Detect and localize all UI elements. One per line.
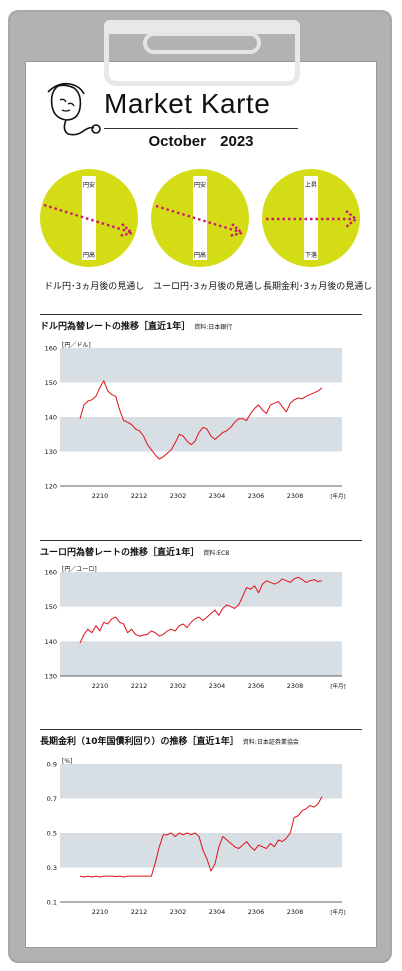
forecast-eurjpy-top: 円安 (194, 181, 206, 189)
forecast-yield-bottom: 下落 (305, 251, 317, 259)
forecast-eurjpy-bottom: 円高 (194, 251, 206, 259)
forecast-usdjpy-arrow (43, 203, 131, 234)
chart-usdjpy-band (60, 348, 342, 383)
forecast-usdjpy-top: 円安 (83, 181, 95, 189)
forecast-usdjpy-label: ドル円･3ヵ月後の見通し (44, 282, 145, 292)
chart-yield-xtick-label: 2302 (170, 908, 187, 916)
chart-usdjpy-band (60, 417, 342, 452)
chart-yield-ytick-label: 0.1 (47, 899, 57, 907)
clip-top (104, 20, 300, 34)
chart-usdjpy-xtick-label: 2212 (131, 492, 148, 500)
chart-eurjpy-ylabel: [円／ユーロ] (62, 566, 97, 573)
clip-body (104, 28, 300, 86)
chart-yield-xtick-label: 2212 (131, 908, 148, 916)
clip-hole (143, 32, 261, 54)
chart-eurjpy-title-text: ユーロ円為替レートの推移［直近1年］ (40, 548, 200, 558)
chart-usdjpy-xtick-label: 2302 (170, 492, 187, 500)
chart-yield-title: 長期金利（10年国債利回り）の推移［直近1年］ 資料:日本証券業協会 (40, 734, 299, 747)
chart-yield-xlabel: [年月] (330, 908, 345, 916)
forecast-yield-label: 長期金利･3ヵ月後の見通し (263, 282, 373, 292)
chart-usdjpy-source: 資料:日本銀行 (194, 324, 233, 331)
forecast-yield: 上昇 下落 (262, 169, 360, 267)
face-stethoscope-icon (47, 82, 101, 136)
chart-yield-xtick-label: 2210 (92, 908, 109, 916)
chart-eurjpy-xtick-label: 2308 (287, 682, 304, 690)
chart-eurjpy-ytick-label: 140 (45, 638, 57, 646)
chart-eurjpy-rule (40, 540, 362, 541)
title-rule (104, 128, 298, 129)
chart-yield-rule (40, 729, 362, 730)
chart-eurjpy-band (60, 641, 342, 676)
forecast-eurjpy: 円安 円高 (151, 169, 249, 267)
chart-usdjpy-xtick-label: 2306 (248, 492, 265, 500)
chart-yield-series-line (79, 796, 323, 878)
chart-eurjpy-xtick-label: 2210 (92, 682, 109, 690)
chart-eurjpy-xlabel: [年月] (330, 682, 345, 690)
forecast-panel: 円安 円高 円安 円高 上昇 下落 (40, 169, 360, 267)
issue-date: October 2023 (104, 133, 298, 150)
chart-yield-title-text: 長期金利（10年国債利回り）の推移［直近1年］ (40, 737, 239, 747)
chart-yield-source: 資料:日本証券業協会 (242, 739, 299, 746)
chart-eurjpy-band (60, 572, 342, 607)
forecast-eurjpy-arrow (155, 204, 241, 234)
chart-usdjpy-ytick-label: 120 (45, 483, 57, 491)
chart-eurjpy-xtick-label: 2212 (131, 682, 148, 690)
chart-yield-xtick-label: 2306 (248, 908, 265, 916)
issue-year: 2023 (220, 133, 254, 150)
chart-usdjpy-series-line (79, 380, 323, 460)
chart-yield-xtick-label: 2308 (287, 908, 304, 916)
chart-eurjpy-xtick-label: 2306 (248, 682, 265, 690)
forecast-eurjpy-bar (193, 176, 207, 260)
forecast-usdjpy-bar (82, 176, 96, 260)
chart-yield-ytick-label: 0.3 (47, 864, 57, 872)
forecast-usdjpy-bottom: 円高 (83, 251, 95, 259)
chart-eurjpy-xtick-label: 2302 (170, 682, 187, 690)
chart-usdjpy-xtick-label: 2210 (92, 492, 109, 500)
chart-usdjpy-xlabel: [年月] (330, 492, 345, 500)
chart-eurjpy-series-line (79, 576, 323, 644)
chart-usdjpy-ytick-label: 130 (45, 448, 57, 456)
chart-yield-ytick-label: 0.5 (47, 830, 57, 838)
chart-usdjpy-title-text: ドル円為替レートの推移［直近1年］ (40, 322, 191, 332)
issue-month: October (148, 133, 206, 150)
chart-usdjpy-ytick-label: 160 (45, 345, 57, 353)
chart-usdjpy-ytick-label: 140 (45, 414, 57, 422)
chart-eurjpy-source: 資料:ECB (203, 550, 230, 557)
chart-yield-band (60, 764, 342, 799)
chart-usdjpy-ytick-label: 150 (45, 379, 57, 387)
chart-yield: 0.9 0.7 0.5 0.3 0.1 [%] 2210 2212 2302 2304 2306 23… (47, 758, 346, 916)
forecast-yield-top: 上昇 (305, 181, 317, 189)
chart-eurjpy-ytick-label: 150 (45, 603, 57, 611)
page-title: Market Karte (104, 88, 271, 119)
chart-usdjpy: 160 150 140 130 120 [円／ドル] 2210 2212 2302 2304 230… (45, 342, 346, 500)
chart-yield-ylabel: [%] (62, 758, 72, 765)
chart-usdjpy-xtick-label: 2304 (209, 492, 226, 500)
chart-usdjpy-rule (40, 314, 362, 315)
chart-eurjpy-ytick-label: 160 (45, 569, 57, 577)
chart-eurjpy-title: ユーロ円為替レートの推移［直近1年］ 資料:ECB (40, 545, 229, 558)
chart-eurjpy-ytick-label: 130 (45, 673, 57, 681)
chart-eurjpy: 160 150 140 130 [円／ユーロ] 2210 2212 2302 2304 2306 2… (45, 566, 346, 690)
chart-yield-band (60, 833, 342, 868)
forecast-usdjpy: 円安 円高 (40, 169, 138, 267)
chart-yield-ytick-label: 0.9 (47, 761, 57, 769)
forecast-eurjpy-label: ユーロ円･3ヵ月後の見通し (153, 282, 263, 292)
chart-yield-ytick-label: 0.7 (47, 795, 57, 803)
chart-eurjpy-xtick-label: 2304 (209, 682, 226, 690)
chart-usdjpy-title: ドル円為替レートの推移［直近1年］ 資料:日本銀行 (40, 319, 232, 332)
chart-usdjpy-ylabel: [円／ドル] (62, 342, 91, 349)
chart-usdjpy-xtick-label: 2308 (287, 492, 304, 500)
chart-yield-xtick-label: 2304 (209, 908, 226, 916)
